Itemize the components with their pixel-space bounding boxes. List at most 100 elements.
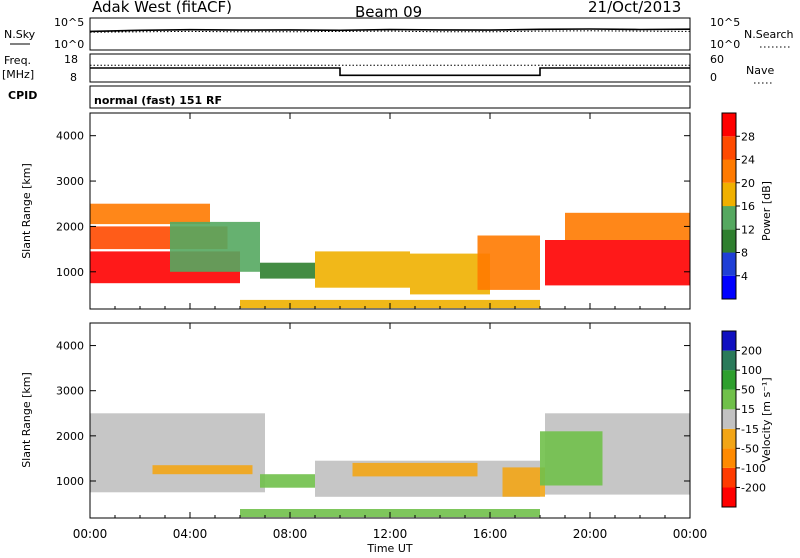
freq-label-unit: [MHz]: [2, 68, 34, 81]
nsky-tick-high: 10^5: [54, 16, 84, 29]
power-colorbar-label: 8: [741, 247, 748, 260]
velocity-colorbar-label: 200: [741, 345, 762, 358]
power-field: [90, 203, 690, 309]
velocity-ytick-label: 4000: [56, 340, 84, 353]
velocity-x-axis: 00:00 04:00 08:00 12:00 16:00 20:00 00:00: [73, 323, 708, 541]
freq-label-top: Freq.: [4, 54, 31, 67]
velocity-colorbar-swatch: [722, 467, 736, 488]
x-tick-label: 04:00: [173, 527, 208, 541]
nsky-line: [89, 28, 691, 33]
nsearch-label: N.Search: [744, 28, 794, 41]
velocity-region: [90, 413, 265, 493]
power-region: [477, 235, 540, 290]
velocity-colorbar-label: 50: [741, 384, 755, 397]
velocity-colorbar-label: 15: [741, 403, 755, 416]
station-title: Adak West (fitACF): [92, 0, 232, 16]
velocity-ylabel: Slant Range [km]: [20, 372, 33, 468]
velocity-colorbar-frame: [721, 330, 737, 508]
beam-title: Beam 09: [355, 3, 422, 21]
nsky-label: N.Sky: [4, 28, 36, 41]
x-tick-label: 00:00: [673, 527, 708, 541]
power-ytick-label: 3000: [56, 175, 84, 188]
power-panel: 1000 2000 3000 4000 Slant Range [km]: [20, 112, 691, 310]
power-colorbar-swatch: [722, 113, 736, 137]
velocity-colorbar-swatch: [722, 487, 736, 507]
x-tick-label: 08:00: [273, 527, 308, 541]
power-region: [410, 253, 490, 295]
velocity-region: [502, 467, 545, 497]
x-tick-label: 12:00: [373, 527, 408, 541]
power-colorbar-label: 24: [741, 154, 755, 167]
power-colorbar-swatch: [722, 182, 736, 207]
cpid-label: CPID: [8, 89, 37, 102]
power-region: [565, 212, 690, 240]
velocity-region: [540, 431, 603, 486]
velocity-colorbar-swatch: [722, 350, 736, 371]
power-region: [315, 251, 410, 288]
power-region: [545, 240, 690, 286]
velocity-field: [90, 413, 690, 518]
frequency-line: [90, 67, 690, 77]
power-colorbar-label: 20: [741, 177, 755, 190]
power-y-axis: 1000 2000 3000 4000: [56, 130, 690, 279]
freq-tick-high: 18: [64, 53, 78, 66]
velocity-colorbar-swatch: [722, 370, 736, 390]
power-colorbar-label: 12: [741, 223, 755, 236]
velocity-ytick-label: 1000: [56, 475, 84, 488]
power-region: [170, 221, 260, 272]
cpid-text: normal (fast) 151 RF: [94, 94, 222, 107]
power-colorbar-label: 4: [741, 270, 748, 283]
velocity-colorbar-label: 100: [741, 364, 762, 377]
velocity-ytick-label: 3000: [56, 385, 84, 398]
power-colorbar-label: 16: [741, 200, 755, 213]
power-region: [90, 203, 210, 225]
nave-tick-low: 0: [710, 71, 717, 84]
nsky-panel-frame: [89, 17, 691, 51]
velocity-colorbar-label: -15: [741, 423, 759, 436]
nave-label: Nave: [746, 64, 774, 77]
power-ytick-label: 2000: [56, 220, 84, 233]
power-ytick-label: 1000: [56, 266, 84, 279]
power-colorbar-swatch: [722, 229, 736, 253]
date-title: 21/Oct/2013: [588, 0, 681, 16]
nsearch-line: [89, 30, 691, 33]
power-colorbar-swatch: [722, 275, 736, 300]
velocity-panel: 1000 2000 3000 4000 00:00 04:00 08:00 12:00 16:…: [20, 322, 708, 555]
nsky-tick-low: 10^0: [54, 38, 84, 51]
velocity-region: [260, 474, 315, 488]
x-tick-label: 20:00: [573, 527, 608, 541]
velocity-colorbar: 200 100 50 15 -15 -50 -100 -200: [721, 330, 766, 508]
freq-tick-low: 8: [70, 71, 77, 84]
velocity-colorbar-swatch: [722, 448, 736, 468]
velocity-colorbar-swatch: [722, 428, 736, 449]
cpid-panel-frame: [89, 85, 691, 109]
power-colorbar-swatch: [722, 159, 736, 183]
nsky-series: [89, 28, 691, 33]
velocity-colorbar-label: -200: [741, 481, 766, 494]
freq-series: [90, 64, 690, 77]
x-tick-label: 16:00: [473, 527, 508, 541]
velocity-colorbar-swatch: [722, 389, 736, 410]
power-ylabel: Slant Range [km]: [20, 163, 33, 259]
x-axis-title: Time UT: [366, 542, 412, 554]
power-colorbar-label: 28: [741, 130, 755, 143]
power-colorbar-swatch: [722, 252, 736, 276]
velocity-colorbar-swatch: [722, 331, 736, 351]
nsearch-tick-high: 10^5: [710, 16, 740, 29]
velocity-colorbar-label: -100: [741, 462, 766, 475]
velocity-colorbar-title: Velocity [m s⁻¹]: [760, 377, 773, 462]
power-ytick-label: 4000: [56, 130, 84, 143]
x-tick-label: 00:00: [73, 527, 108, 541]
power-colorbar: 28 24 20 16 12 8 4: [721, 112, 755, 300]
velocity-y-axis: 1000 2000 3000 4000: [56, 340, 690, 488]
velocity-colorbar-swatch: [722, 409, 736, 429]
power-colorbar-title: Power [dB]: [760, 181, 773, 241]
nave-tick-high: 60: [710, 53, 724, 66]
power-region: [260, 262, 315, 279]
power-colorbar-swatch: [722, 206, 736, 230]
velocity-ytick-label: 2000: [56, 430, 84, 443]
velocity-region: [352, 462, 478, 477]
power-colorbar-swatch: [722, 136, 736, 160]
